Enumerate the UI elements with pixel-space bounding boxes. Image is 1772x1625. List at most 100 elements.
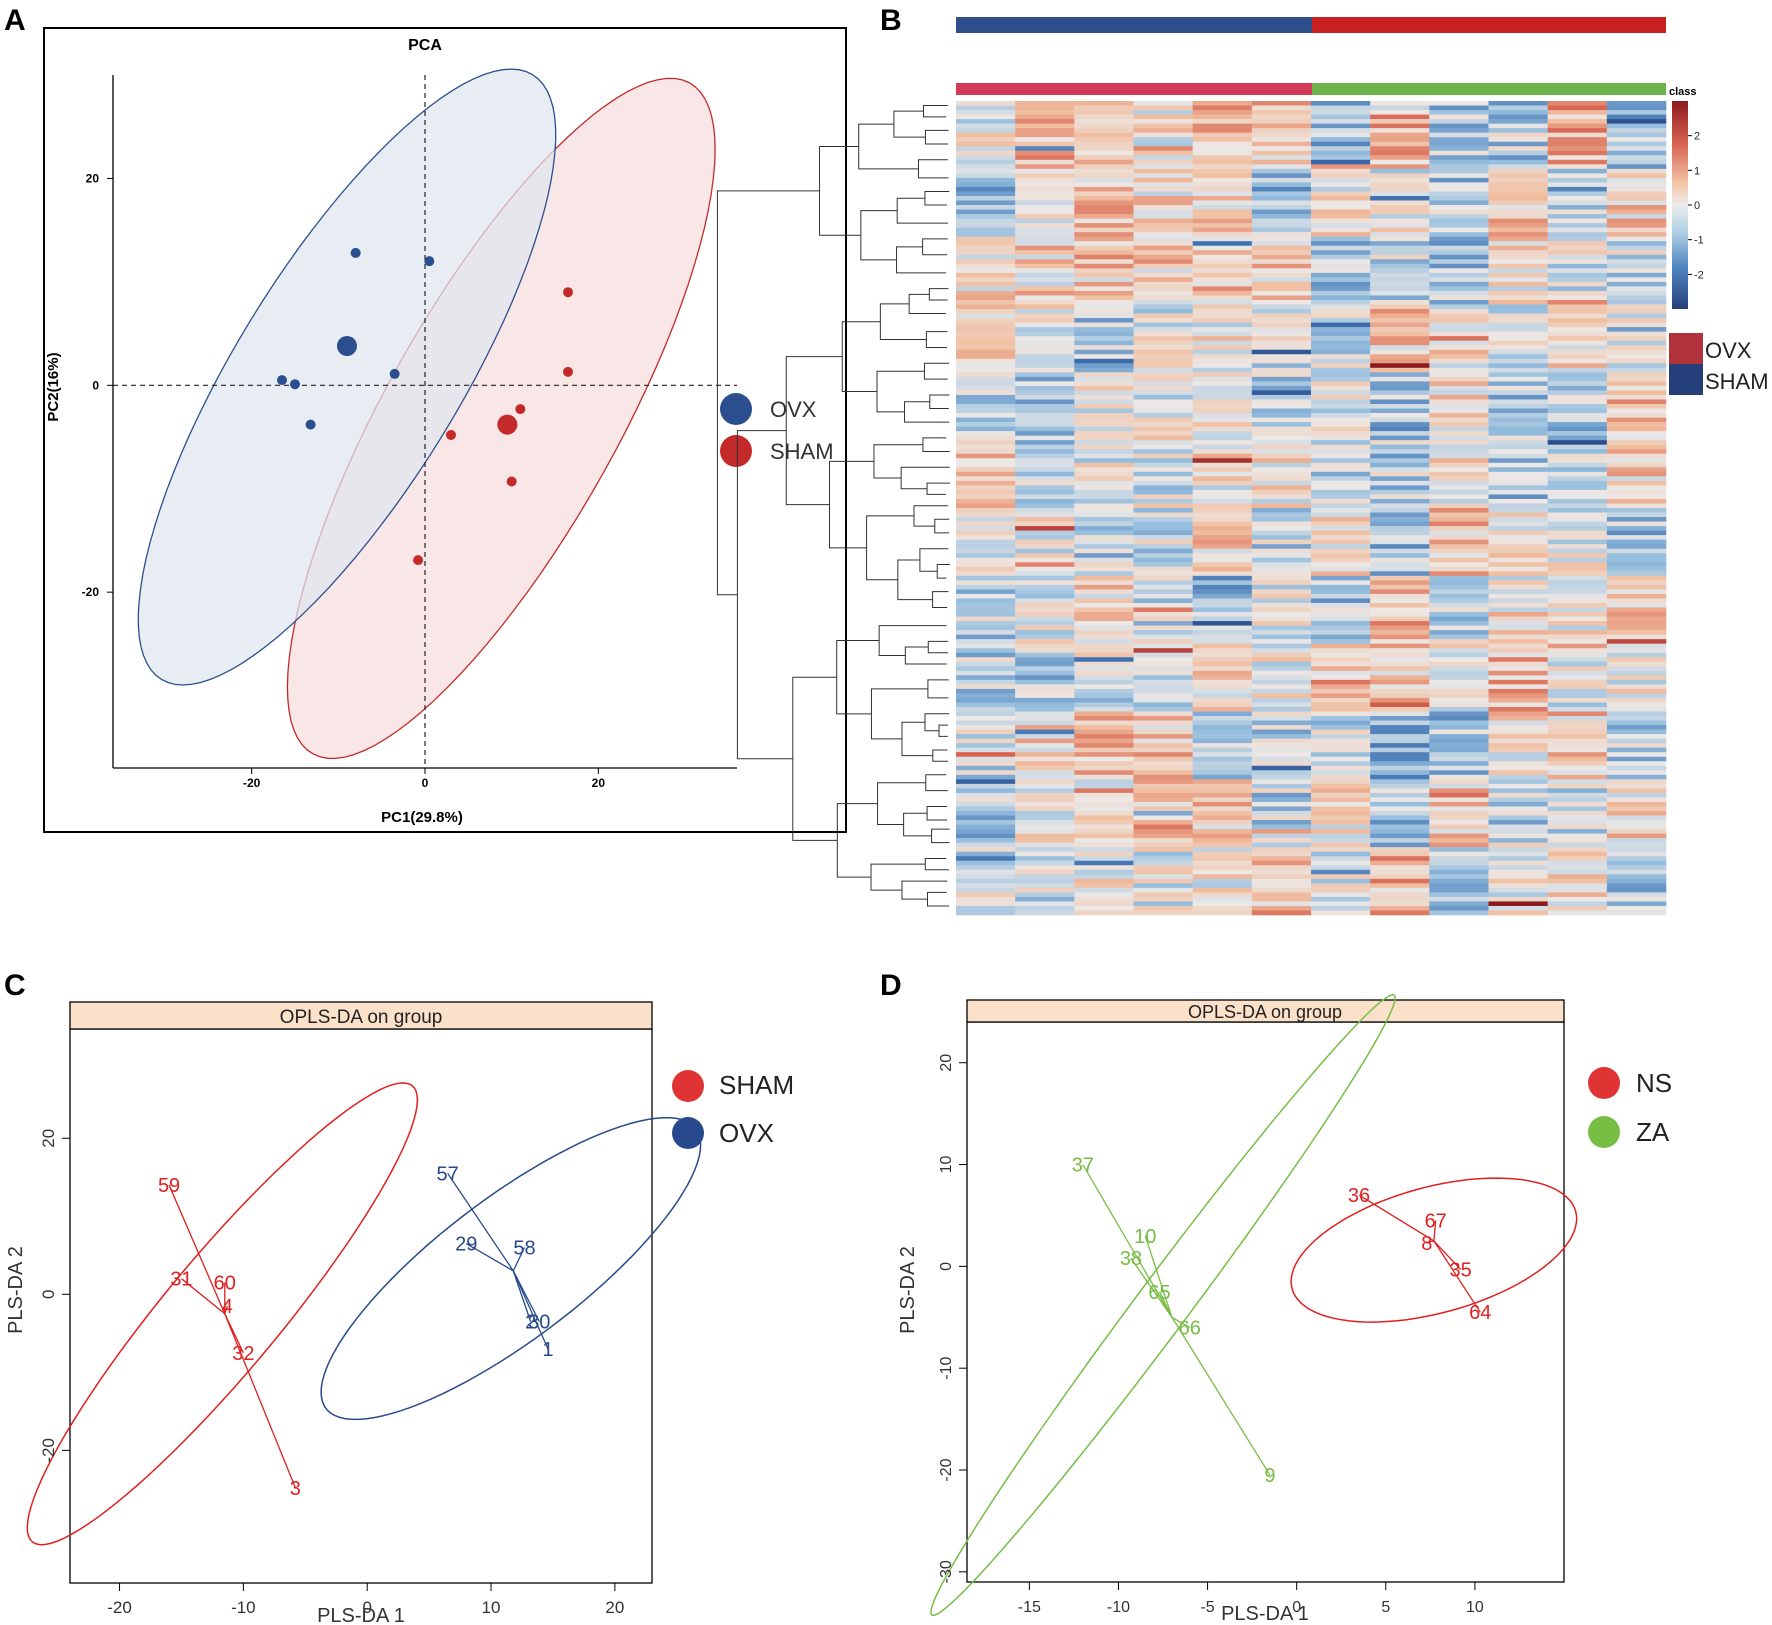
heatmap-cell (1133, 512, 1193, 518)
heatmap-cell (1488, 910, 1548, 916)
heatmap-cell (1547, 670, 1608, 676)
heatmap-cell (1606, 480, 1667, 486)
heatmap-cell (956, 376, 1016, 382)
heatmap-cell (1606, 381, 1667, 387)
heatmap-cell (1606, 544, 1667, 549)
heatmap-cell (1074, 788, 1134, 794)
heatmap-cell (1133, 679, 1193, 685)
heatmap-cell (1547, 422, 1608, 427)
heatmap-cell (1133, 602, 1193, 608)
heatmap-cell (1015, 444, 1075, 450)
heatmap-cell (956, 132, 1016, 138)
heatmap-cell (1133, 476, 1193, 482)
heatmap-cell (1192, 467, 1253, 473)
heatmap-cell (956, 101, 1016, 106)
heatmap-cell (1251, 304, 1312, 310)
heatmap-cell (1074, 449, 1134, 455)
heatmap-cell (1606, 865, 1667, 871)
heatmap-cell (1015, 322, 1075, 328)
heatmap-cell (1370, 119, 1430, 124)
heatmap-cell (1133, 105, 1193, 111)
heatmap-cell (1429, 268, 1489, 274)
heatmap-cell (1547, 702, 1608, 708)
heatmap-cell (1015, 838, 1075, 843)
heatmap-cell (1606, 706, 1667, 712)
heatmap-cell (1547, 508, 1608, 513)
heatmap-cell (1015, 716, 1075, 721)
heatmap-cell (1015, 358, 1075, 364)
heatmap-cell (956, 340, 1016, 346)
heatmap-cell (1251, 363, 1312, 369)
heatmap-cell (1547, 765, 1608, 771)
heatmap-cell (1370, 788, 1430, 794)
heatmap-cell (1015, 679, 1075, 685)
opls-point-label: 64 (1469, 1302, 1491, 1324)
heatmap-cell (1074, 227, 1134, 233)
heatmap-cell (956, 476, 1016, 482)
heatmap-cell (1311, 593, 1371, 599)
heatmap-cell (1429, 403, 1489, 409)
heatmap-cell (1606, 697, 1667, 703)
heatmap-cell (1192, 661, 1253, 667)
heatmap-cell (1547, 693, 1608, 699)
heatmap-cell (1606, 810, 1667, 816)
heatmap-cell (1488, 331, 1548, 337)
heatmap-cell (1547, 602, 1608, 608)
heatmap-cell (1074, 480, 1134, 486)
heatmap-cell (1015, 688, 1075, 694)
heatmap-cell (1606, 901, 1667, 907)
heatmap-cell (1606, 164, 1667, 170)
heatmap-cell (1488, 186, 1548, 192)
heatmap-cell (1547, 345, 1608, 351)
heatmap-cell (1074, 801, 1134, 807)
heatmap-cell (1547, 810, 1608, 816)
heatmap-cell (1192, 616, 1253, 622)
heatmap-cell (1015, 720, 1075, 726)
heatmap-cell (1133, 648, 1193, 654)
heatmap-cell (1547, 476, 1608, 482)
heatmap-cell (1429, 471, 1489, 477)
pca-legend-ovx-label: OVX (770, 397, 817, 422)
heatmap-cell (956, 123, 1016, 129)
heatmap-cell (956, 526, 1016, 531)
heatmap-cell (1311, 508, 1371, 513)
heatmap-cell (1133, 309, 1193, 314)
heatmap-cell (1133, 824, 1193, 830)
heatmap-cell (1251, 435, 1312, 441)
heatmap-cell (1547, 612, 1608, 617)
dendrogram-branch (819, 146, 861, 236)
heatmap-cell (1429, 770, 1489, 776)
heatmap-cell (1074, 761, 1134, 767)
heatmap-cell (1015, 245, 1075, 251)
heatmap-cell (1370, 105, 1430, 111)
heatmap-cell (1311, 747, 1371, 753)
heatmap-cell (1074, 214, 1134, 219)
heatmap-cell (1015, 797, 1075, 803)
heatmap-cell (1192, 385, 1253, 391)
heatmap-cell (1311, 471, 1371, 477)
opls-spoke (224, 1313, 296, 1489)
heatmap-cell (956, 205, 1016, 210)
heatmap-cell (1370, 295, 1430, 301)
heatmap-cell (1488, 345, 1548, 351)
heatmap-cell (1133, 241, 1193, 247)
heatmap-cell (956, 426, 1016, 432)
heatmap-cell (1606, 345, 1667, 351)
heatmap-cell (1015, 236, 1075, 242)
heatmap-cell (1133, 901, 1193, 907)
opls-c-legend-sham-swatch (672, 1070, 704, 1102)
heatmap-cell (1074, 838, 1134, 843)
heatmap-cell (1311, 485, 1371, 491)
heatmap-cell (1015, 376, 1075, 382)
heatmap-cell (1074, 272, 1134, 278)
heatmap-cell (1311, 734, 1371, 739)
heatmap-cell (1074, 205, 1134, 210)
pca-y-tick-label: 0 (92, 378, 99, 392)
heatmap-cell (1606, 612, 1667, 617)
heatmap-cell (956, 571, 1016, 577)
pca-point-ovx (350, 247, 361, 258)
heatmap-cell (1074, 553, 1134, 559)
heatmap-cell (1311, 697, 1371, 703)
heatmap-cell (956, 209, 1016, 215)
heatmap-cell (1015, 137, 1075, 142)
